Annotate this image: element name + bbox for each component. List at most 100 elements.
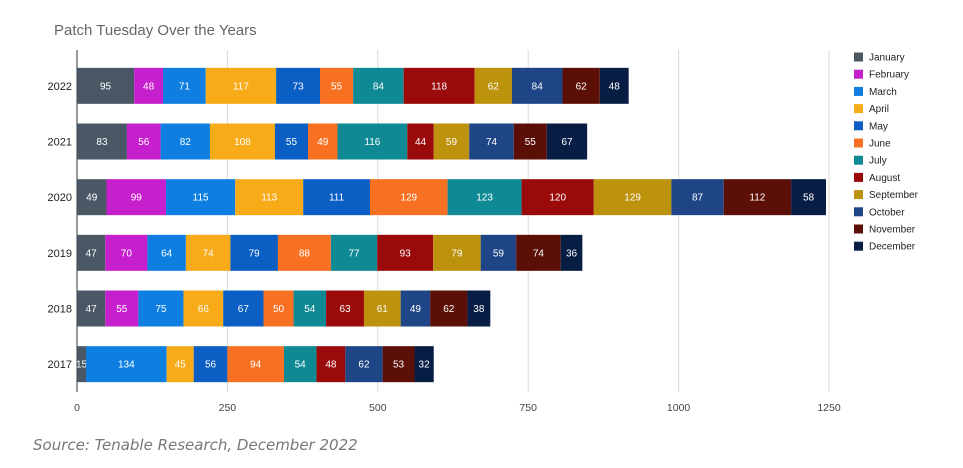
data-label: 70 (121, 248, 133, 259)
legend-swatch (854, 86, 863, 96)
data-label: 59 (493, 248, 505, 259)
data-label: 79 (451, 248, 463, 259)
data-label: 63 (339, 304, 351, 315)
bar-segment (345, 346, 383, 383)
bar-segment (227, 346, 284, 383)
bar-segment (377, 234, 434, 271)
bar-segment (147, 234, 186, 271)
data-label: 129 (624, 193, 641, 204)
data-label: 45 (175, 360, 187, 371)
legend-swatch (854, 172, 863, 182)
legend-swatch (854, 155, 863, 165)
chart: Patch Tuesday Over the Years 95 48 71 117 73… (48, 22, 919, 414)
data-label: 129 (400, 193, 417, 204)
bar-segment (560, 234, 583, 271)
data-label: 49 (317, 137, 329, 148)
data-label: 74 (486, 137, 498, 148)
data-label: 82 (180, 137, 192, 148)
y-tick-label: 2017 (48, 359, 72, 371)
bars: 95 48 71 117 73 55 84 118 62 84 62 48 83 56 82 108 55 49 1… (76, 67, 826, 383)
data-label: 67 (561, 137, 573, 148)
bar-segment (400, 290, 431, 327)
data-label: 74 (203, 248, 215, 259)
data-label: 15 (76, 360, 88, 371)
data-label: 84 (373, 81, 385, 92)
data-label: 55 (525, 137, 537, 148)
y-tick-label: 2020 (48, 192, 72, 204)
data-label: 49 (410, 304, 422, 315)
bar-segment (126, 123, 161, 160)
data-label: 48 (143, 81, 155, 92)
data-label: 66 (198, 304, 210, 315)
bar-segment (516, 234, 561, 271)
data-label: 54 (304, 304, 316, 315)
legend: January February March April May June July Augu… (854, 52, 919, 253)
data-label: 115 (193, 193, 209, 204)
bar-segment (185, 234, 231, 271)
bar-segment (166, 179, 236, 216)
data-label: 87 (692, 193, 704, 204)
bar-segment (77, 346, 87, 383)
bar-segment (316, 346, 346, 383)
bar-segment (274, 123, 309, 160)
data-label: 55 (331, 81, 343, 92)
data-label: 55 (116, 304, 128, 315)
data-label: 93 (400, 248, 412, 259)
bar-segment (276, 67, 321, 104)
x-tick-label: 1250 (817, 402, 841, 414)
data-label: 32 (419, 360, 431, 371)
bar-segment (77, 234, 106, 271)
data-label: 56 (205, 360, 217, 371)
data-label: 88 (299, 248, 311, 259)
data-label: 62 (358, 360, 370, 371)
data-label: 116 (364, 137, 380, 148)
bar-segment (546, 123, 588, 160)
data-label: 47 (86, 304, 98, 315)
data-label: 59 (446, 137, 458, 148)
data-label: 123 (476, 193, 493, 204)
legend-label: August (869, 173, 900, 184)
bar-segment (86, 346, 167, 383)
data-label: 95 (100, 81, 112, 92)
data-label: 79 (249, 248, 261, 259)
legend-swatch (854, 224, 863, 234)
bar-segment (723, 179, 792, 216)
bar-segment (474, 67, 512, 104)
bar-segment (593, 179, 672, 216)
x-tick-label: 750 (519, 402, 537, 414)
data-label: 61 (377, 304, 389, 315)
bar-segment (138, 290, 184, 327)
bar-segment (469, 123, 514, 160)
bar-segment (599, 67, 629, 104)
bar-segment (467, 290, 491, 327)
data-label: 49 (86, 193, 98, 204)
data-label: 53 (393, 360, 405, 371)
bar-segment (447, 179, 522, 216)
bar-segment (480, 234, 517, 271)
bar-segment (183, 290, 224, 327)
data-label: 36 (566, 248, 578, 259)
x-tick-label: 0 (74, 402, 80, 414)
data-label: 118 (431, 81, 447, 92)
bar-segment (235, 179, 304, 216)
data-label: 74 (533, 248, 545, 259)
bar-segment (205, 67, 277, 104)
data-label: 84 (532, 81, 544, 92)
bar-segment (791, 179, 826, 216)
legend-label: January (869, 53, 905, 64)
data-label: 108 (234, 137, 251, 148)
legend-swatch (854, 69, 863, 79)
bar-segment (562, 67, 600, 104)
legend-label: May (869, 121, 888, 132)
gridlines (76, 50, 830, 392)
bar-segment (77, 290, 106, 327)
data-label: 54 (295, 360, 307, 371)
bar-segment (223, 290, 264, 327)
bar-segment (283, 346, 317, 383)
bar-segment (671, 179, 724, 216)
bar-segment (230, 234, 278, 271)
data-label: 47 (86, 248, 98, 259)
data-label: 113 (261, 193, 277, 204)
bar-segment (320, 67, 354, 104)
data-label: 62 (576, 81, 588, 92)
